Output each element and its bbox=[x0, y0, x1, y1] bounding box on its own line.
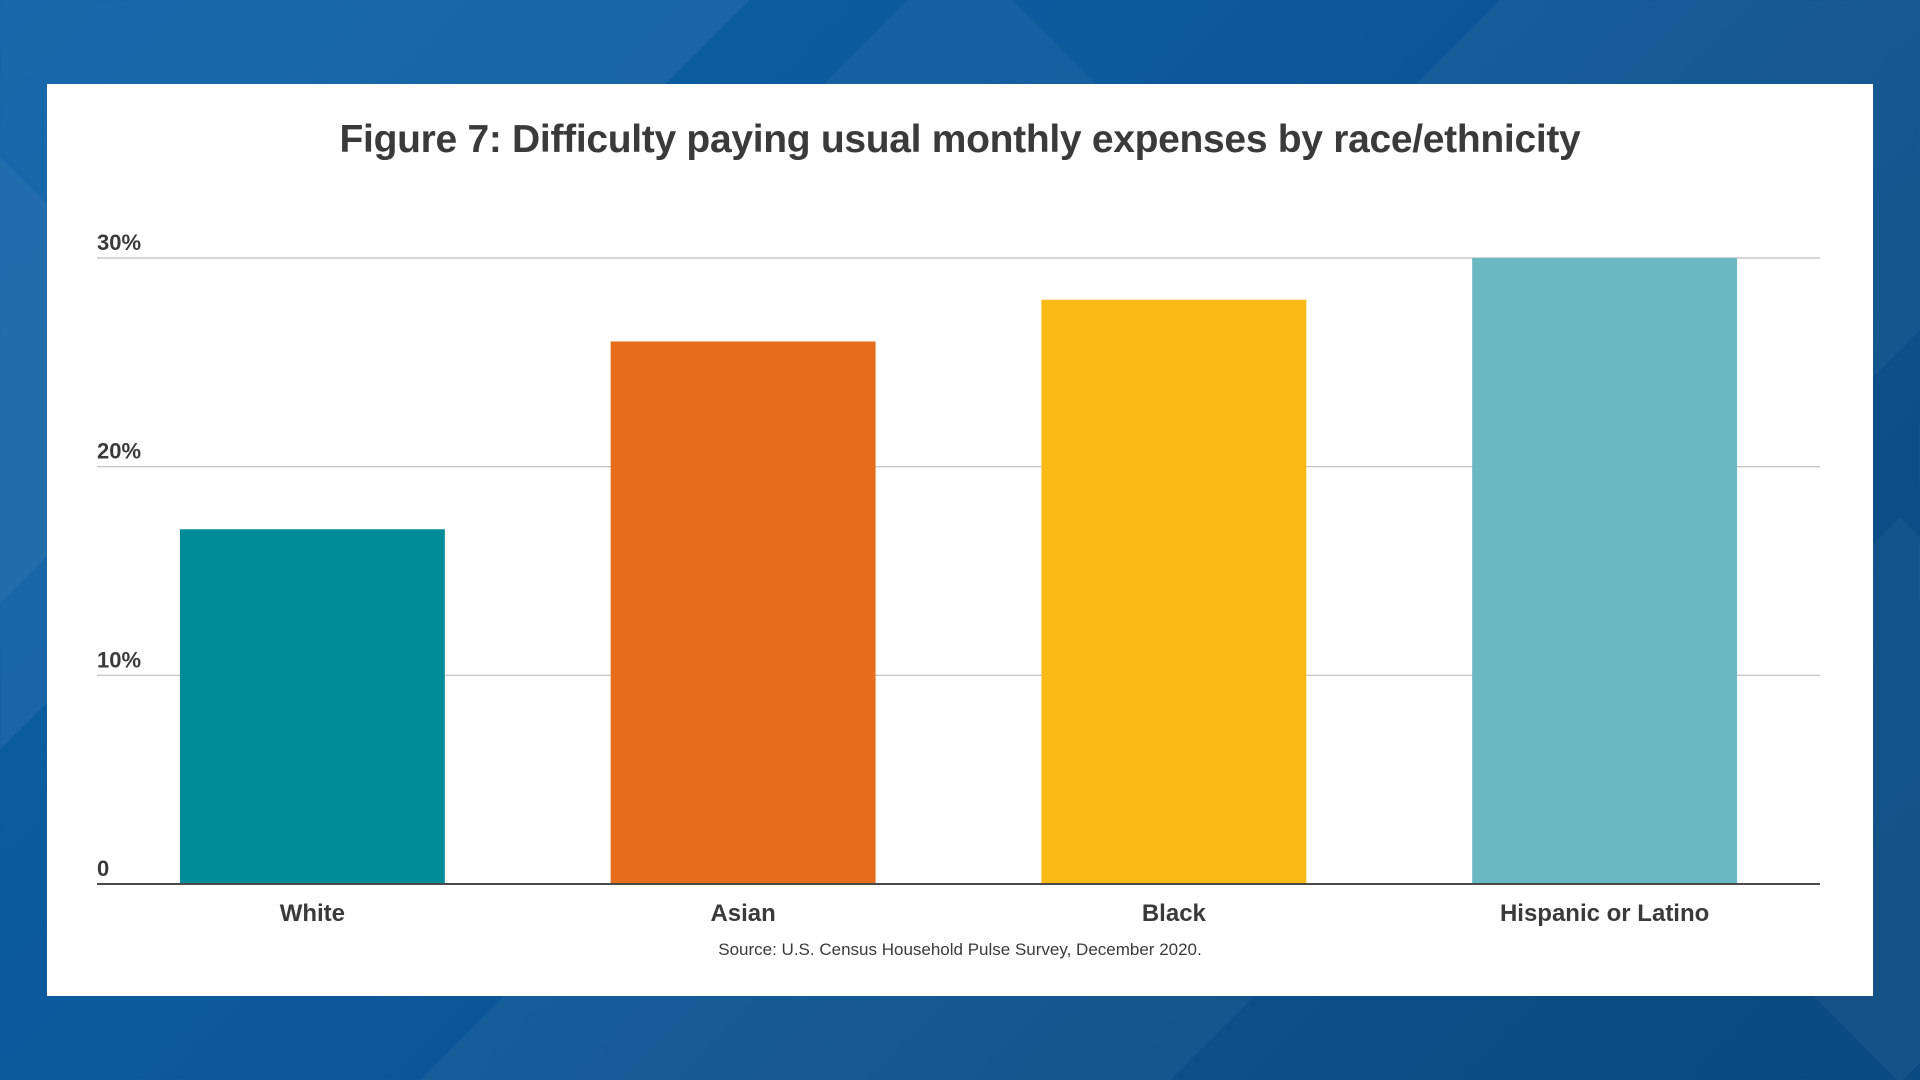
y-tick-label: 20% bbox=[97, 439, 141, 464]
bar-hispanic-or-latino bbox=[1472, 258, 1738, 884]
x-tick-label: Black bbox=[1142, 900, 1207, 927]
y-tick-label: 0 bbox=[97, 856, 109, 881]
y-tick-label: 30% bbox=[97, 230, 141, 255]
x-tick-label: Asian bbox=[710, 900, 775, 927]
bar-asian bbox=[610, 341, 876, 884]
x-tick-label: Hispanic or Latino bbox=[1500, 900, 1709, 927]
bar-white bbox=[179, 529, 445, 884]
axis-labels: 0 10% 20% 30% White Asian Black Hispanic or Lat… bbox=[97, 230, 1709, 927]
bars bbox=[179, 258, 1738, 884]
chart-title: Figure 7: Difficulty paying usual monthl… bbox=[339, 118, 1581, 161]
chart-source-note: Source: U.S. Census Household Pulse Surv… bbox=[718, 940, 1202, 959]
bar-black bbox=[1041, 299, 1307, 884]
y-tick-label: 10% bbox=[97, 647, 141, 672]
x-tick-label: White bbox=[280, 900, 345, 927]
